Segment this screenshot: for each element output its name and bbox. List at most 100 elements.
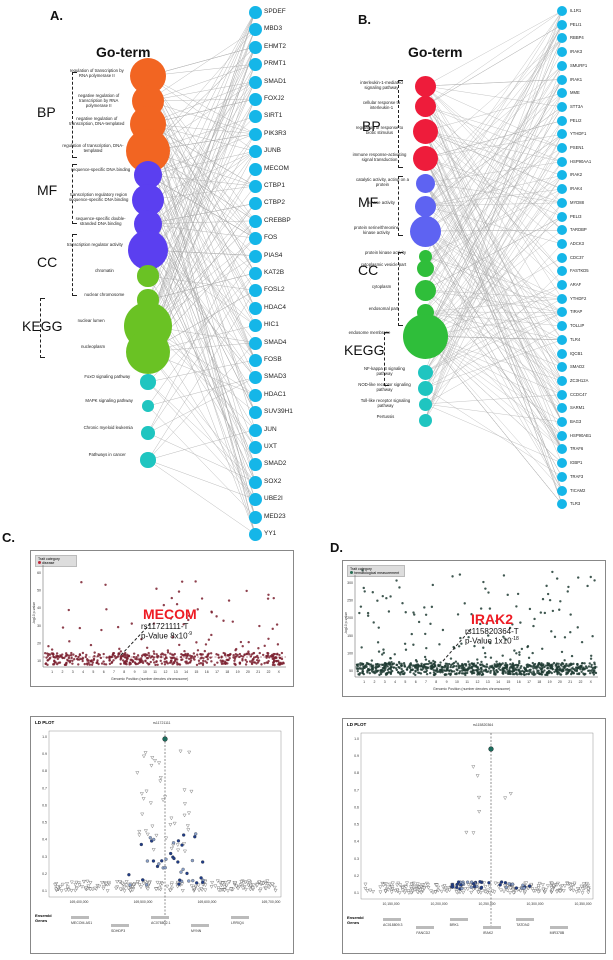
ld-marker <box>415 890 420 894</box>
edge-a <box>147 81 256 301</box>
manhattan-point <box>78 653 82 656</box>
manhattan-point <box>429 671 432 675</box>
ld-marker <box>398 883 402 887</box>
manhattan-plot-d: Trait category hematological measurement… <box>342 560 606 697</box>
manhattan-point <box>515 668 518 671</box>
manhattan-point <box>108 655 111 658</box>
gene-node-a <box>249 197 262 211</box>
manhattan-point <box>48 656 52 660</box>
term-label-b: interleukin-1-mediated signaling pathway <box>360 80 403 90</box>
gene-node-a <box>249 354 262 367</box>
manhattan-point <box>509 663 512 666</box>
ld-marker <box>154 833 159 838</box>
edge-a <box>147 249 256 378</box>
edge-a <box>147 150 256 413</box>
manhattan-point <box>419 668 423 671</box>
gene-node-b <box>557 156 567 167</box>
ld-marker <box>363 887 368 891</box>
y-tick: 40 <box>37 606 41 610</box>
gene-label-b: RBBP4 <box>570 35 584 41</box>
manhattan-point <box>239 640 243 644</box>
manhattan-point <box>534 666 537 669</box>
ld-marker <box>272 885 277 890</box>
ld-marker <box>105 889 110 893</box>
manhattan-point <box>233 659 236 662</box>
term-label-b: cytoplasmic vesicle part <box>360 262 407 267</box>
edge-a <box>147 64 256 327</box>
manhattan-point <box>46 654 50 657</box>
ld-marker <box>270 882 275 887</box>
manhattan-point <box>523 670 526 674</box>
manhattan-point <box>526 644 530 648</box>
ld-marker <box>165 884 170 889</box>
manhattan-point <box>511 672 515 676</box>
ld-marker <box>518 889 523 893</box>
manhattan-point <box>405 668 409 671</box>
ld-marker <box>487 884 492 889</box>
edge-b <box>424 85 563 299</box>
ld-marker <box>137 833 142 838</box>
manhattan-point <box>164 656 168 659</box>
manhattan-point <box>471 669 475 673</box>
edge-b <box>424 312 563 373</box>
ld-marker <box>168 823 173 827</box>
gene-label-a: JUN <box>264 425 277 433</box>
gene-node-b <box>557 197 567 208</box>
ld-title-c: LD PLOT <box>35 720 55 725</box>
manhattan-point <box>554 668 557 671</box>
ld-marker <box>176 848 180 853</box>
edge-a <box>147 75 256 308</box>
manhattan-point <box>560 650 564 654</box>
manhattan-point <box>169 652 172 655</box>
term-node-b <box>414 95 436 117</box>
ld-marker <box>164 836 169 841</box>
edge-b <box>424 10 563 313</box>
edge-b <box>424 130 563 340</box>
ld-point <box>514 886 519 890</box>
manhattan-point <box>590 665 593 669</box>
pvalue-exp-c: -9 <box>187 631 193 637</box>
manhattan-point <box>470 665 474 668</box>
edge-a <box>147 151 256 201</box>
manhattan-point <box>152 622 156 625</box>
manhattan-point <box>231 620 234 623</box>
edge-a <box>147 405 256 517</box>
snp-d: rs115820364-T <box>465 627 519 636</box>
manhattan-point <box>355 667 359 670</box>
manhattan-point <box>442 666 445 669</box>
term-label-a: regulation of transcription, DNA-templat… <box>62 143 124 153</box>
manhattan-point <box>248 660 252 663</box>
edge-b <box>424 106 563 337</box>
ld-marker <box>97 884 102 889</box>
x-tick: 22 <box>267 670 271 674</box>
manhattan-point <box>381 663 385 667</box>
gene-label-b: IQCB1 <box>570 350 583 356</box>
manhattan-point <box>540 673 544 676</box>
manhattan-point <box>489 671 492 674</box>
manhattan-point <box>85 658 89 661</box>
gene-node-b <box>557 362 567 373</box>
manhattan-point <box>70 656 73 660</box>
manhattan-point <box>379 669 382 672</box>
manhattan-point <box>547 662 551 665</box>
y-tick: 250 <box>347 599 353 603</box>
manhattan-point <box>68 659 72 663</box>
manhattan-point <box>571 667 574 670</box>
edge-b <box>424 65 563 207</box>
edge-b <box>424 182 563 203</box>
manhattan-point <box>263 662 266 665</box>
manhattan-point <box>482 646 485 649</box>
x-tick: 21 <box>256 670 260 674</box>
ld-marker <box>80 885 84 889</box>
ld-marker <box>461 890 466 895</box>
ld-marker <box>85 879 90 884</box>
manhattan-point <box>403 663 406 667</box>
ld-marker <box>264 886 268 891</box>
ensembl-label-d: Ensembl Genes <box>347 915 364 925</box>
manhattan-point <box>188 657 191 661</box>
manhattan-point <box>72 658 76 661</box>
gene-node-a <box>249 180 262 193</box>
edge-a <box>147 46 256 327</box>
edge-a <box>147 11 256 353</box>
manhattan-point <box>159 655 163 659</box>
